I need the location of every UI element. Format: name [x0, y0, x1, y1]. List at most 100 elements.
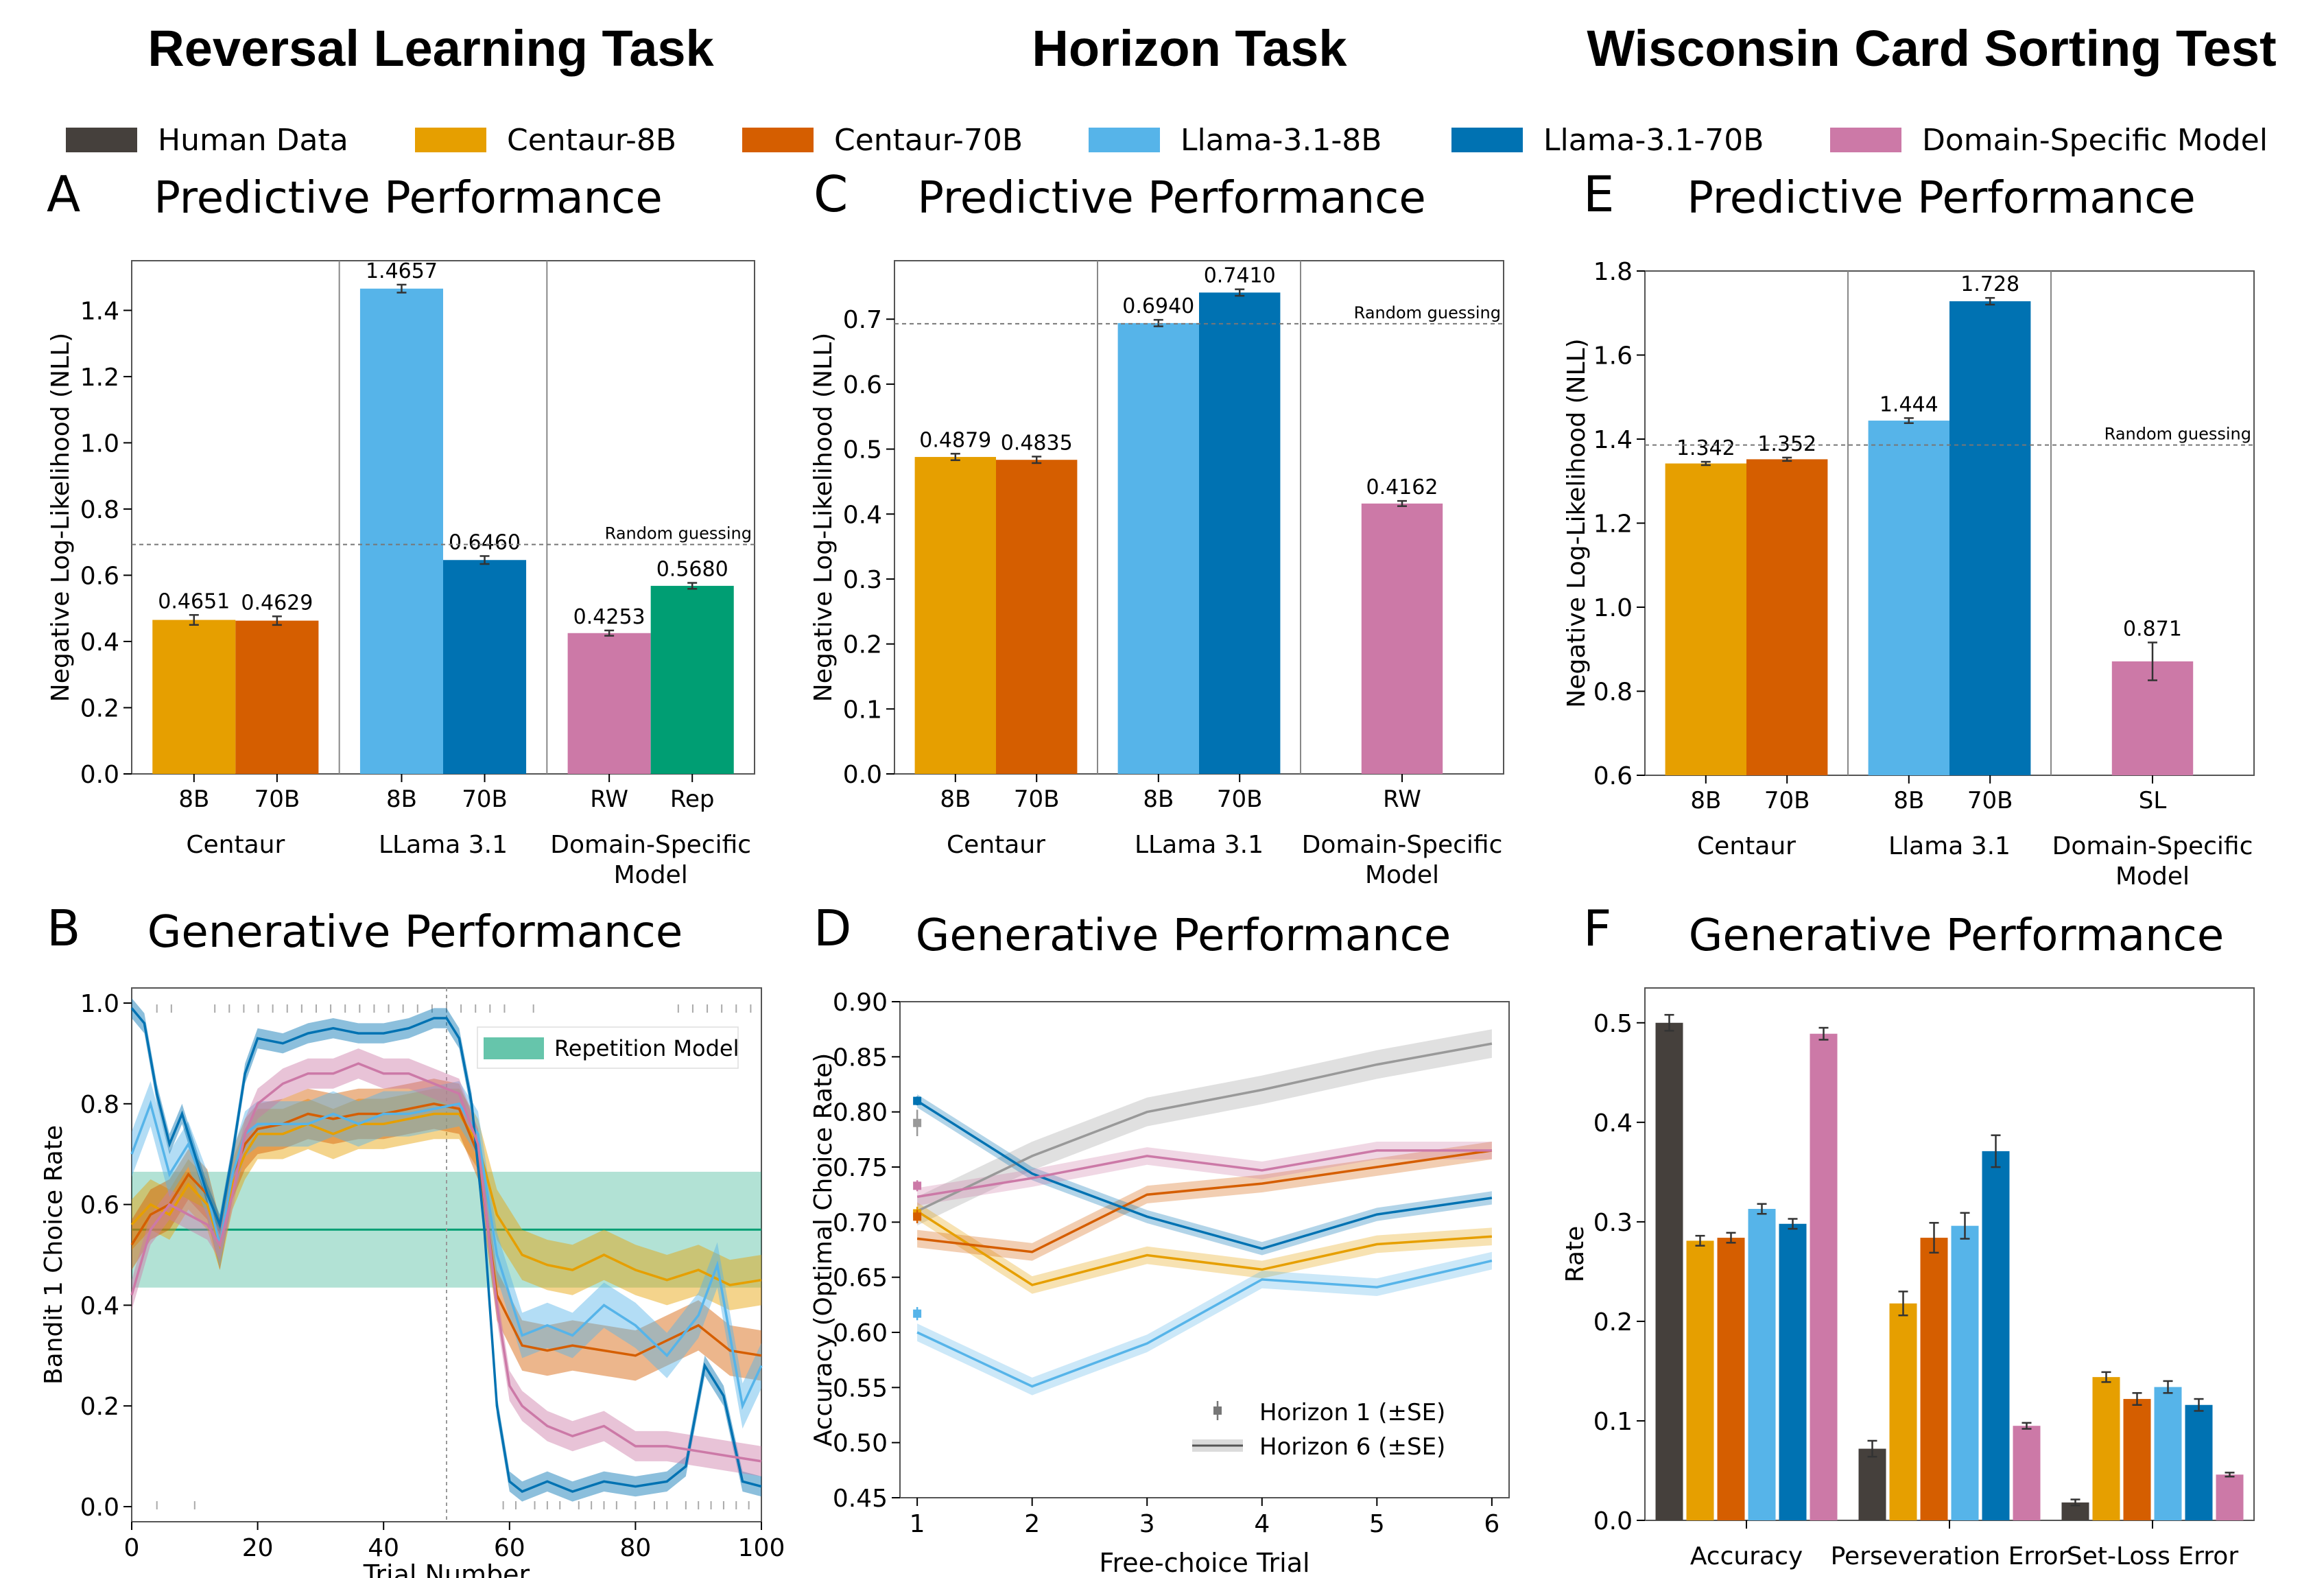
y-tick-label-D: 0.50 [833, 1430, 888, 1458]
x-tick-label-D: 4 [1254, 1510, 1270, 1538]
x-tick-label-D: 1 [910, 1510, 925, 1538]
y-tick-label-E: 1.6 [1593, 342, 1633, 370]
se-band-D-human-data [917, 1029, 1492, 1226]
data-label-E: 1.444 [1880, 392, 1938, 416]
y-axis-label-A: Negative Log-Likelihood (NLL) [47, 333, 75, 702]
data-label-A: 0.5680 [656, 558, 728, 582]
series-line-D-domain-specific-model [916, 1149, 1492, 1199]
panel-letter-E: E [1583, 165, 1615, 223]
y-tick-label-C: 0.5 [843, 436, 882, 464]
data-label-A: 0.4253 [573, 605, 645, 629]
y-tick-label-F: 0.0 [1593, 1507, 1633, 1535]
y-tick-label-D: 0.85 [833, 1044, 888, 1072]
x-tick-label-E: 70B [1764, 787, 1810, 814]
y-tick-label-E: 1.0 [1593, 594, 1633, 622]
legend-label: Centaur-8B [507, 122, 677, 158]
y-tick-label-D: 0.55 [833, 1374, 888, 1402]
panel-letter-B: B [47, 899, 80, 957]
series-line-D-llama-3-1-8b [916, 1259, 1493, 1388]
bar-F-accuracy-centaur-8b [1686, 1240, 1714, 1520]
legend-item-centaur-70b: Centaur-70B [742, 115, 1023, 165]
series-line-D-centaur-8b [916, 1210, 1493, 1286]
x-tick-label-C: 8B [1143, 786, 1174, 813]
random-guess-label-C: Random guessing [1354, 303, 1501, 322]
y-tick-label-A: 0.8 [80, 496, 119, 524]
title-horizon: Horizon Task [1032, 20, 1347, 77]
legend-item-llama-70b: Llama-3.1-70B [1451, 115, 1764, 165]
group-label-A: LLama 3.1 [379, 831, 508, 859]
bar-A-llama-3.1-70b [443, 560, 527, 774]
series-line-D-human-data [916, 1042, 1493, 1212]
y-tick-label-E: 0.8 [1593, 679, 1633, 707]
title-wcst: Wisconsin Card Sorting Test [1587, 20, 2277, 77]
x-tick-label-B: 80 [619, 1534, 651, 1562]
x-tick-label-B: 40 [368, 1534, 399, 1562]
group-label-E: Llama 3.1 [1888, 832, 2011, 860]
x-tick-label-E: SL [2139, 787, 2167, 814]
bar-F-perseveration-error-domain-specific-model [2013, 1426, 2041, 1520]
group-label-E: Model [2115, 862, 2190, 891]
group-label-A: Model [614, 861, 688, 889]
bar-C-llama-3.1-8b [1117, 322, 1199, 774]
x-tick-label-A: 8B [178, 786, 209, 813]
y-tick-label-C: 0.3 [843, 566, 882, 594]
x-tick-label-E: 8B [1690, 787, 1721, 814]
group-label-A: Domain-Specific [550, 831, 751, 859]
group-label-C: Domain-Specific [1302, 831, 1503, 859]
legend-item-domain-specific: Domain-Specific Model [1830, 115, 2268, 165]
x-tick-label-D: 6 [1484, 1510, 1499, 1538]
group-label-E: Centaur [1697, 832, 1796, 860]
bar-F-accuracy-llama-3-1-70b [1779, 1223, 1807, 1520]
y-tick-label-A: 0.0 [80, 761, 119, 789]
legend-label: Domain-Specific Model [1922, 122, 2268, 158]
y-tick-label-A: 0.4 [80, 628, 119, 657]
data-label-E: 1.342 [1676, 436, 1735, 460]
legend-label: Llama-3.1-70B [1543, 122, 1764, 158]
data-label-A: 0.6460 [449, 530, 521, 554]
data-label-C: 0.4835 [1001, 431, 1073, 455]
y-tick-label-F: 0.2 [1593, 1308, 1633, 1336]
legend-item-centaur-8b: Centaur-8B [415, 115, 676, 165]
y-tick-label-C: 0.0 [843, 761, 882, 789]
bar-F-perseveration-error-centaur-8b [1889, 1303, 1917, 1520]
h1-point-D-llama-3-1-70b [913, 1096, 922, 1105]
y-tick-label-B: 0.0 [80, 1494, 119, 1522]
legend-swatch [1089, 128, 1160, 152]
x-tick-label-E: 70B [1967, 787, 2013, 814]
bar-F-perseveration-error-human-data [1858, 1448, 1886, 1520]
bar-F-set-loss-error-llama-3-1-8b [2154, 1387, 2182, 1520]
se-band-D-llama-3-1-8b [917, 1251, 1492, 1396]
y-tick-label-F: 0.1 [1593, 1408, 1633, 1436]
title-reversal: Reversal Learning Task [147, 20, 714, 77]
legend-label-h6: Horizon 6 (±SE) [1259, 1433, 1445, 1461]
y-tick-label-D: 0.60 [833, 1319, 888, 1347]
x-tick-label-D: 3 [1139, 1510, 1155, 1538]
legend-h1-marker [1213, 1406, 1222, 1415]
bar-F-set-loss-error-centaur-8b [2092, 1377, 2120, 1520]
panel-title-D: Generative Performance [916, 910, 1451, 961]
data-label-E: 0.871 [2123, 617, 2182, 641]
x-tick-label-B: 20 [242, 1534, 274, 1562]
series-line-llama-3-1-70b [130, 1007, 762, 1494]
y-tick-label-C: 0.2 [843, 631, 882, 659]
y-axis-label-F: Rate [1561, 1226, 1589, 1283]
legend-label: Llama-3.1-8B [1181, 122, 1382, 158]
data-label-E: 1.728 [1960, 272, 2019, 296]
legend-item-human: Human Data [66, 115, 348, 165]
panel-title-A: Predictive Performance [154, 173, 662, 224]
y-axis-label-E: Negative Log-Likelihood (NLL) [1563, 338, 1591, 707]
y-tick-label-D: 0.70 [833, 1209, 888, 1237]
se-band-D-domain-specific-model [917, 1142, 1492, 1206]
h1-point-D-centaur-70b [913, 1212, 922, 1221]
y-tick-label-F: 0.3 [1593, 1209, 1633, 1237]
x-tick-label-A: 70B [254, 786, 300, 813]
group-label-E: Domain-Specific [2052, 832, 2253, 860]
x-tick-label-C: 70B [1014, 786, 1060, 813]
x-axis-label-B: Trial Number [363, 1559, 530, 1578]
legend-label-h1: Horizon 1 (±SE) [1259, 1399, 1445, 1426]
panel-letter-C: C [814, 165, 848, 223]
y-tick-label-B: 0.6 [80, 1192, 119, 1220]
data-label-C: 0.4879 [919, 428, 991, 452]
